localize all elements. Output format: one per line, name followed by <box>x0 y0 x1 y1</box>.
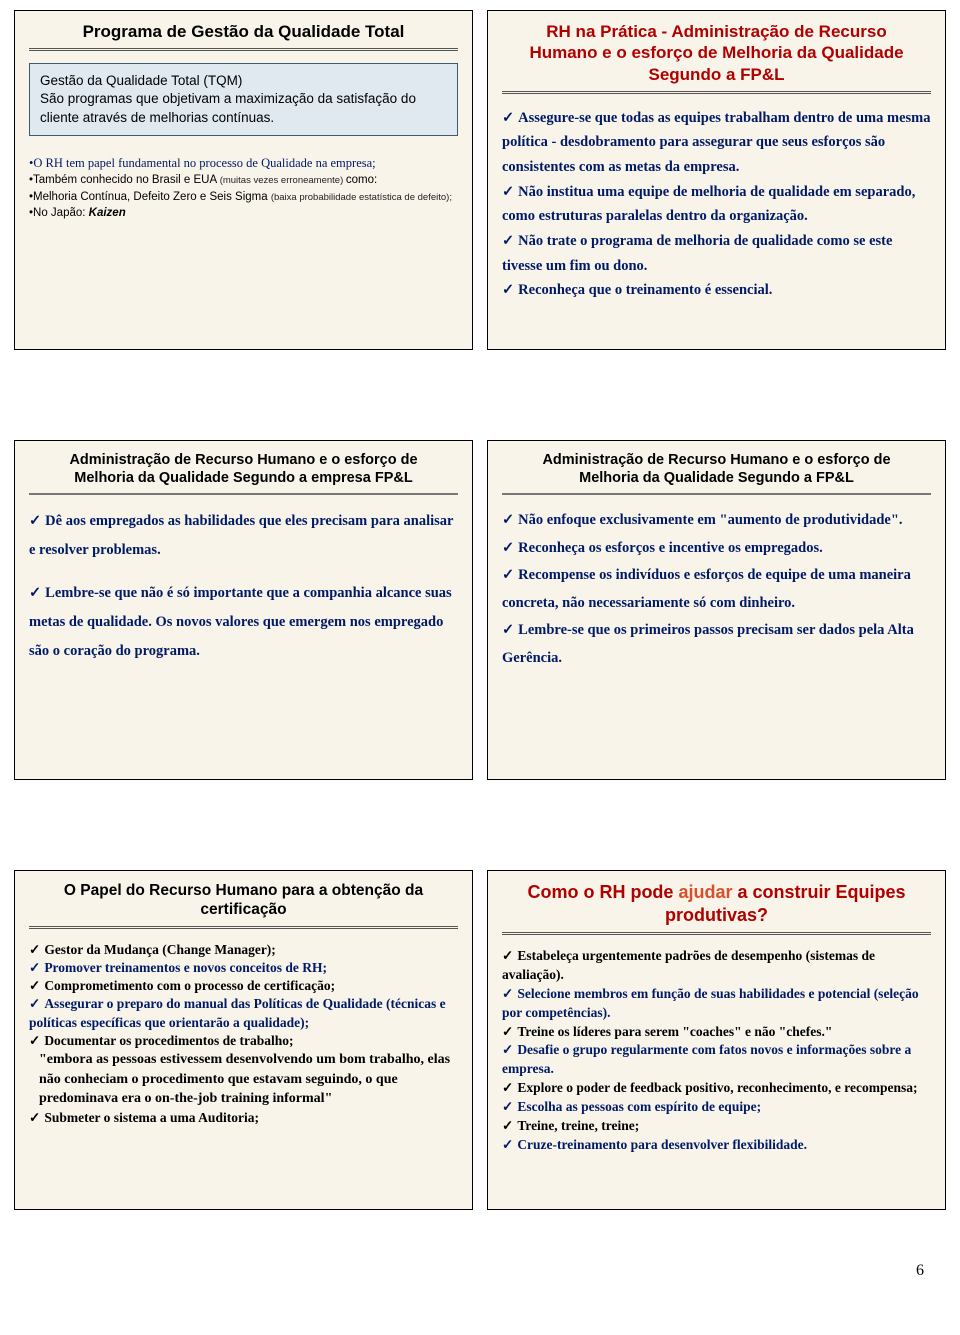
title-rule <box>502 493 931 495</box>
slide-title: Como o RH pode ajudar a construir Equipe… <box>502 879 931 930</box>
slide-title: Administração de Recurso Humano e o esfo… <box>502 449 931 491</box>
check-icon <box>502 567 518 583</box>
slide-rh-pratica: RH na Prática - Administração de Recurso… <box>487 10 946 350</box>
check-icon <box>29 942 44 957</box>
body: Não enfoque exclusivamente em "aumento d… <box>502 507 931 672</box>
check-icon <box>502 622 518 638</box>
slide-tqm: Programa de Gestão da Qualidade Total Ge… <box>14 10 473 350</box>
check-icon <box>502 948 517 963</box>
row-1: Programa de Gestão da Qualidade Total Ge… <box>14 10 946 350</box>
row-2: Administração de Recurso Humano e o esfo… <box>14 440 946 780</box>
title-rule <box>29 926 458 929</box>
check-icon <box>29 1033 44 1048</box>
bullet-item: •Melhoria Contínua, Defeito Zero e Seis … <box>29 189 458 206</box>
check-icon <box>502 233 518 249</box>
check-icon <box>502 1024 517 1039</box>
quote-text: "embora as pessoas estivessem desenvolve… <box>29 1050 458 1109</box>
page-number: 6 <box>916 1262 924 1280</box>
slide-fp-l-left: Administração de Recurso Humano e o esfo… <box>14 440 473 780</box>
check-icon <box>502 1042 517 1057</box>
check-icon <box>502 1118 517 1133</box>
check-icon <box>29 513 45 529</box>
page: Programa de Gestão da Qualidade Total Ge… <box>0 0 960 1270</box>
body: Estabeleça urgentemente padrões de desem… <box>502 947 931 1155</box>
bullet-lead: •O RH tem papel fundamental no processo … <box>29 154 458 172</box>
check-icon <box>502 282 518 298</box>
definition-box: Gestão da Qualidade Total (TQM) São prog… <box>29 63 458 136</box>
check-icon <box>29 585 45 601</box>
check-icon <box>502 540 518 556</box>
bullet-item: •Também conhecido no Brasil e EUA (muita… <box>29 172 458 189</box>
body: Gestor da Mudança (Change Manager); Prom… <box>29 941 458 1127</box>
check-icon <box>502 1137 517 1152</box>
slide-rh-ajudar: Como o RH pode ajudar a construir Equipe… <box>487 870 946 1210</box>
check-icon <box>502 1099 517 1114</box>
row-3: O Papel do Recurso Humano para a obtençã… <box>14 870 946 1210</box>
slide-title: O Papel do Recurso Humano para a obtençã… <box>29 879 458 924</box>
check-icon <box>502 1080 517 1095</box>
check-icon <box>29 978 44 993</box>
check-icon <box>29 960 44 975</box>
check-icon <box>29 1110 44 1125</box>
bullet-list: •O RH tem papel fundamental no processo … <box>29 154 458 222</box>
title-rule <box>29 493 458 495</box>
slide-title: Administração de Recurso Humano e o esfo… <box>29 449 458 491</box>
body: Assegure-se que todas as equipes trabalh… <box>502 106 931 303</box>
check-icon <box>502 986 517 1001</box>
check-icon <box>502 512 518 528</box>
body: Dê aos empregados as habilidades que ele… <box>29 507 458 666</box>
title-rule <box>29 48 458 51</box>
slide-papel-rh: O Papel do Recurso Humano para a obtençã… <box>14 870 473 1210</box>
bullet-item: •No Japão: Kaizen <box>29 205 458 222</box>
title-rule <box>502 91 931 94</box>
slide-fp-l-right: Administração de Recurso Humano e o esfo… <box>487 440 946 780</box>
check-icon <box>29 996 44 1011</box>
title-rule <box>502 932 931 935</box>
slide-title: RH na Prática - Administração de Recurso… <box>502 19 931 89</box>
check-icon <box>502 184 518 200</box>
check-icon <box>502 110 518 126</box>
slide-title: Programa de Gestão da Qualidade Total <box>29 19 458 46</box>
